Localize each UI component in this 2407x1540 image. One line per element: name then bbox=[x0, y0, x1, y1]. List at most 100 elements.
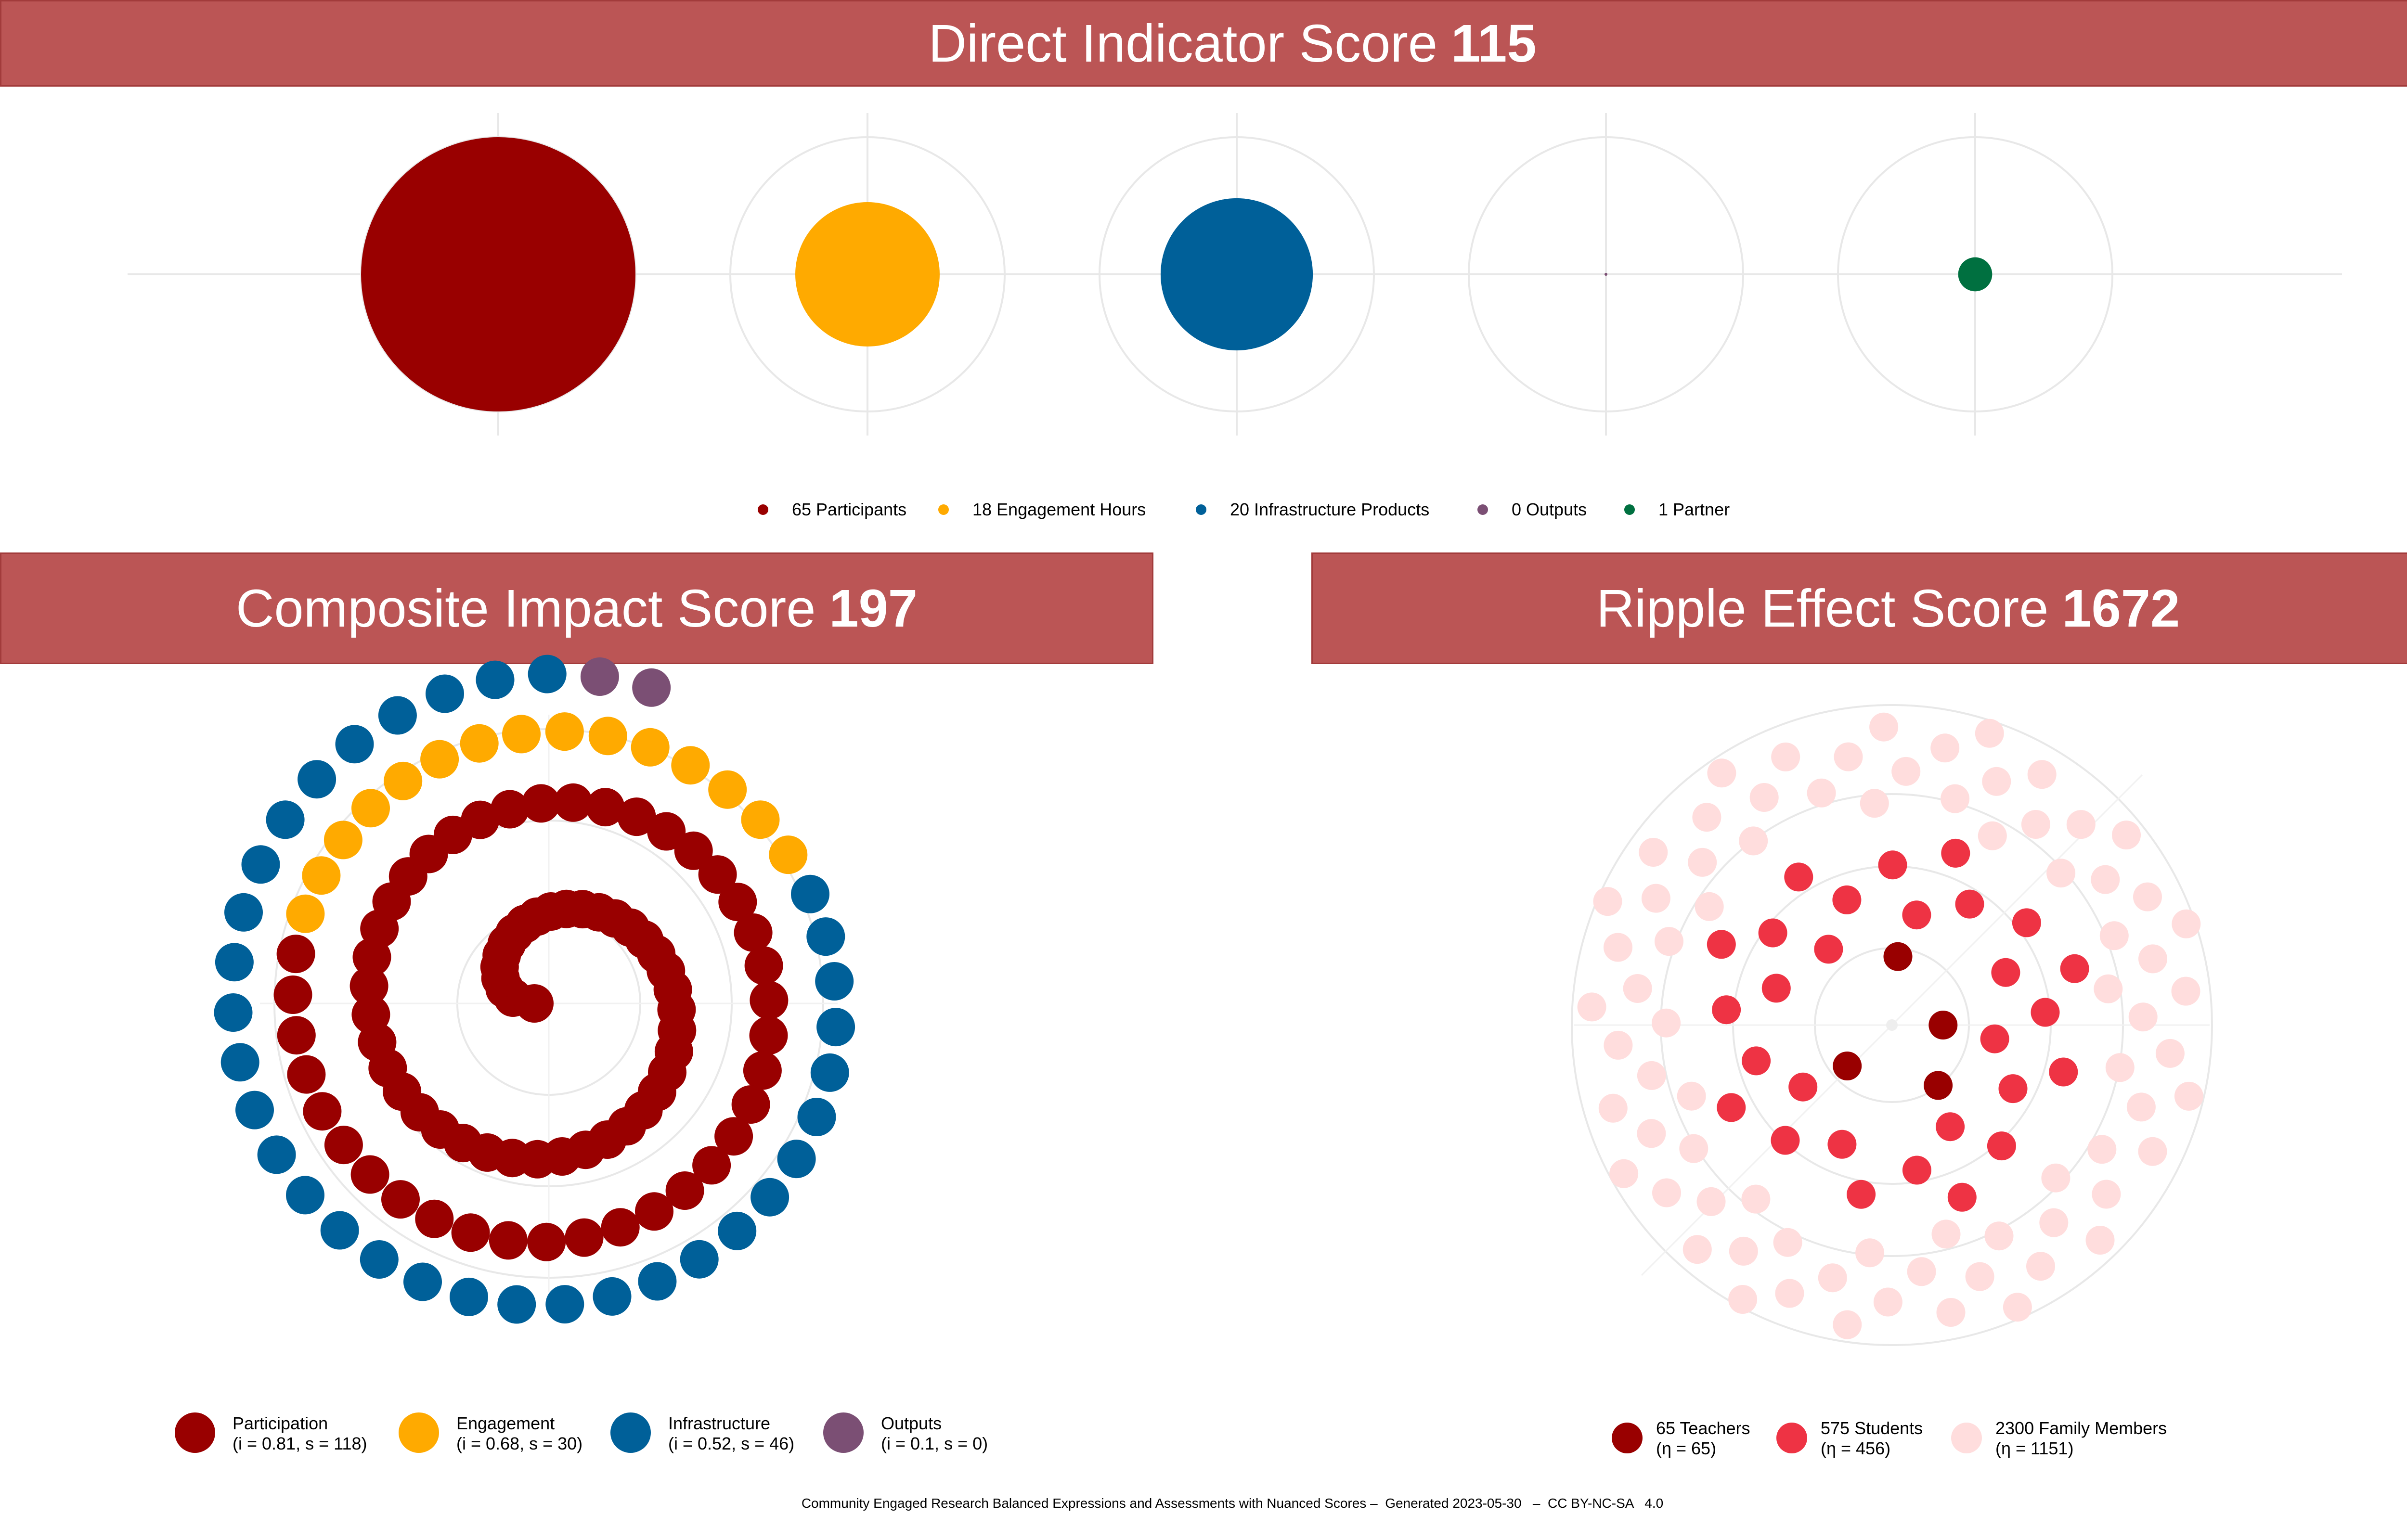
composite-point-engagement bbox=[502, 715, 541, 754]
ripple-point-2300-family-members bbox=[1773, 1228, 1802, 1257]
ripple-point-2300-family-members bbox=[1936, 1298, 1966, 1327]
composite-point-participation bbox=[276, 935, 315, 974]
ripple-point-2300-family-members bbox=[1652, 1178, 1681, 1207]
composite-legend-name: Outputs bbox=[881, 1413, 942, 1433]
ripple-center bbox=[1886, 1019, 1898, 1031]
composite-point-participation bbox=[734, 913, 773, 952]
composite-point-participation bbox=[554, 783, 593, 822]
composite-point-participation bbox=[565, 1218, 604, 1257]
ripple-point-575-students bbox=[1712, 995, 1741, 1025]
ripple-point-575-students bbox=[1771, 1126, 1800, 1155]
composite-point-participation bbox=[714, 1117, 753, 1156]
composite-point-participation bbox=[451, 1213, 490, 1252]
composite-point-infrastructure bbox=[497, 1285, 536, 1324]
direct-legend-label: 20 Infrastructure Products bbox=[1230, 500, 1429, 519]
composite-legend-detail: (i = 0.52, s = 46) bbox=[668, 1434, 794, 1453]
ripple-point-2300-family-members bbox=[1807, 778, 1836, 808]
ripple-point-575-students bbox=[2012, 908, 2041, 937]
ripple-point-2300-family-members bbox=[1637, 1061, 1666, 1090]
composite-point-infrastructure bbox=[257, 1135, 296, 1174]
ripple-point-2300-family-members bbox=[1855, 1238, 1885, 1268]
composite-point-participation bbox=[303, 1092, 342, 1131]
ripple-point-2300-family-members bbox=[1833, 1310, 1862, 1339]
composite-point-participation bbox=[665, 1171, 704, 1210]
composite-point-engagement bbox=[545, 712, 584, 751]
ripple-point-575-students bbox=[1991, 958, 2020, 987]
composite-point-engagement bbox=[741, 800, 780, 839]
ripple-point-2300-family-members bbox=[1696, 1187, 1726, 1216]
ripple-point-65-teachers bbox=[1833, 1052, 1862, 1080]
ripple-point-2300-family-members bbox=[1860, 789, 1889, 818]
ripple-legend-key bbox=[1612, 1423, 1643, 1453]
composite-point-engagement bbox=[351, 789, 390, 828]
direct-legend-key bbox=[1624, 504, 1635, 515]
ripple-point-65-teachers bbox=[1928, 1011, 1958, 1040]
ripple-point-2300-family-members bbox=[1729, 1236, 1758, 1266]
ripple-point-575-students bbox=[2031, 998, 2060, 1027]
composite-point-infrastructure bbox=[718, 1211, 757, 1250]
direct-indicator-score: 115 bbox=[1451, 13, 1537, 73]
composite-point-infrastructure bbox=[266, 800, 305, 839]
ripple-point-2300-family-members bbox=[2105, 1053, 2135, 1082]
composite-legend-detail: (i = 0.68, s = 30) bbox=[456, 1434, 582, 1453]
composite-point-infrastructure bbox=[476, 660, 515, 699]
ripple-point-2300-family-members bbox=[2027, 760, 2057, 789]
ripple-legend-name: 2300 Family Members bbox=[1995, 1418, 2167, 1438]
composite-point-engagement bbox=[302, 856, 341, 895]
direct-indicator-banner: Direct Indicator Score 115 bbox=[0, 0, 2407, 87]
composite-point-infrastructure bbox=[320, 1211, 359, 1250]
composite-point-outputs bbox=[632, 668, 671, 707]
ripple-point-2300-family-members bbox=[1930, 733, 1960, 763]
composite-legend-name: Engagement bbox=[456, 1413, 555, 1433]
ripple-point-2300-family-members bbox=[1907, 1257, 1936, 1286]
direct-legend-label: 1 Partner bbox=[1658, 500, 1730, 519]
composite-point-participation bbox=[461, 800, 500, 839]
composite-point-infrastructure bbox=[426, 674, 464, 713]
ripple-point-2300-family-members bbox=[2128, 1002, 2158, 1032]
composite-point-infrastructure bbox=[791, 874, 829, 913]
composite-point-participation bbox=[489, 1221, 528, 1260]
composite-point-engagement bbox=[708, 770, 747, 809]
composite-point-engagement bbox=[769, 835, 808, 874]
composite-legend-key bbox=[399, 1412, 439, 1453]
composite-point-infrastructure bbox=[403, 1262, 442, 1301]
composite-point-participation bbox=[731, 1085, 770, 1124]
composite-point-infrastructure bbox=[298, 760, 336, 799]
composite-point-participation bbox=[527, 1222, 566, 1261]
ripple-legend-key bbox=[1951, 1423, 1982, 1453]
composite-point-participation bbox=[750, 981, 789, 1020]
ripple-legend-detail: (η = 456) bbox=[1821, 1438, 1890, 1458]
composite-point-infrastructure bbox=[545, 1285, 584, 1324]
ripple-point-2300-family-members bbox=[1728, 1285, 1758, 1314]
ripple-effect-score: 1672 bbox=[2062, 578, 2180, 638]
ripple-point-575-students bbox=[1788, 1072, 1818, 1102]
ripple-legend-detail: (η = 65) bbox=[1656, 1438, 1716, 1458]
composite-point-infrastructure bbox=[378, 696, 417, 735]
ripple-effect-chart bbox=[1571, 704, 2213, 1453]
composite-impact-title: Composite Impact Score bbox=[236, 578, 816, 638]
composite-point-participation bbox=[674, 831, 713, 870]
composite-point-infrastructure bbox=[528, 654, 567, 693]
ripple-point-2300-family-members bbox=[2138, 944, 2167, 974]
ripple-point-2300-family-members bbox=[1692, 803, 1721, 832]
composite-point-infrastructure bbox=[220, 1043, 259, 1082]
composite-point-engagement bbox=[631, 728, 670, 767]
ripple-point-2300-family-members bbox=[1604, 933, 1632, 962]
ripple-point-2300-family-members bbox=[1641, 884, 1670, 913]
composite-point-participation bbox=[491, 790, 529, 829]
ripple-point-2300-family-members bbox=[1978, 821, 2007, 850]
ripple-point-2300-family-members bbox=[1869, 712, 1899, 742]
composite-point-participation bbox=[273, 975, 312, 1014]
composite-point-participation bbox=[601, 1208, 640, 1247]
composite-point-outputs bbox=[580, 657, 619, 696]
composite-point-participation bbox=[521, 784, 560, 823]
ripple-point-2300-family-members bbox=[2087, 1135, 2117, 1164]
ripple-point-575-students bbox=[1987, 1131, 2016, 1161]
composite-point-engagement bbox=[588, 717, 627, 756]
ripple-point-2300-family-members bbox=[2046, 859, 2076, 888]
ripple-point-575-students bbox=[1742, 1046, 1771, 1076]
ripple-point-2300-family-members bbox=[2021, 810, 2050, 839]
direct-legend-label: 18 Engagement Hours bbox=[972, 500, 1146, 519]
composite-point-participation bbox=[718, 883, 757, 922]
